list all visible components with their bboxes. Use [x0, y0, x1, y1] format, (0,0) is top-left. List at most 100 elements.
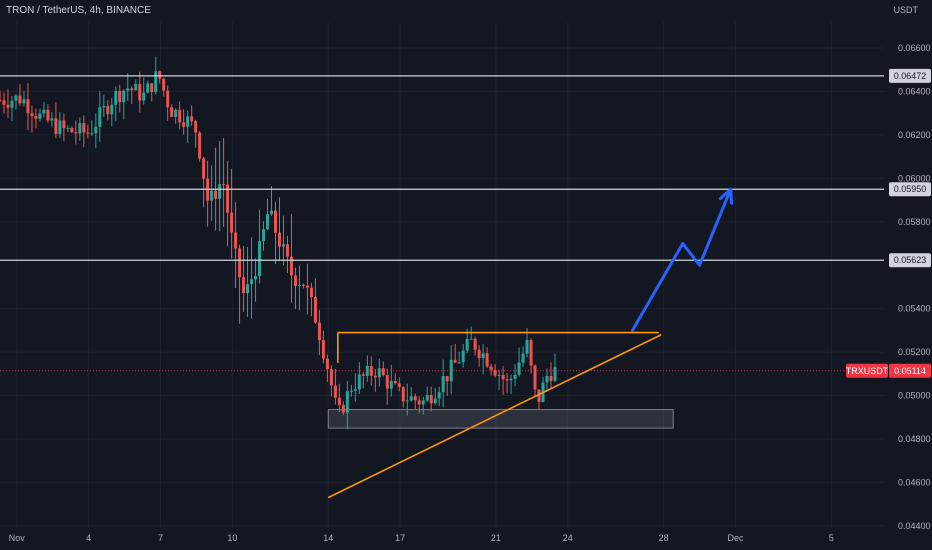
- candle-body: [445, 376, 449, 382]
- candle-body: [38, 113, 42, 119]
- candle-body: [190, 116, 194, 122]
- candle-body: [82, 123, 86, 133]
- current-price-label-bg: [889, 363, 931, 378]
- candle-body: [333, 385, 337, 398]
- candle-body: [2, 100, 6, 105]
- y-tick-label: 0.05000: [898, 391, 931, 401]
- candle-body: [150, 83, 154, 92]
- candle-body: [138, 83, 142, 101]
- candle-body: [126, 88, 130, 91]
- y-tick-label: 0.04400: [898, 521, 931, 531]
- candle-body: [90, 133, 94, 135]
- candle-body: [22, 99, 26, 104]
- candle-body: [369, 366, 373, 376]
- candle-body: [78, 123, 82, 134]
- price-labels: 0.06472 0.05950 0.05623 TRXUSDT 0.05114: [846, 68, 931, 378]
- candle-body: [301, 284, 305, 286]
- y-tick-label: 0.06000: [898, 173, 931, 183]
- candle-body: [230, 212, 234, 233]
- candle-body: [254, 276, 258, 280]
- candle-body: [433, 398, 437, 404]
- chart-title: TRON / TetherUS, 4h, BINANCE: [6, 5, 151, 16]
- projection-arrowhead: [718, 187, 734, 205]
- candle-body: [393, 381, 397, 384]
- candle-body: [513, 374, 517, 379]
- candle-body: [421, 400, 425, 405]
- candle-body: [529, 340, 533, 366]
- candle-body: [313, 296, 317, 323]
- level-label: 0.05623: [894, 255, 927, 265]
- candle-body: [277, 232, 281, 247]
- candle-body: [170, 107, 174, 117]
- candle-body: [401, 387, 405, 402]
- x-tick-label: 5: [829, 533, 834, 543]
- candle-body: [30, 113, 34, 117]
- x-tick-label: 21: [491, 533, 501, 543]
- candle-body: [545, 376, 549, 383]
- candle-body: [533, 365, 537, 390]
- candle-body: [174, 109, 178, 117]
- candle-body: [66, 127, 70, 129]
- candle-body: [74, 132, 78, 134]
- level-label: 0.05950: [894, 184, 927, 194]
- candle-body: [341, 404, 345, 413]
- candle-body: [202, 158, 206, 179]
- y-tick-label: 0.04800: [898, 434, 931, 444]
- candle-body: [525, 340, 529, 354]
- candle-body: [509, 378, 513, 381]
- y-tick-label: 0.05800: [898, 217, 931, 227]
- symbol-label: TRXUSDT: [846, 366, 889, 376]
- x-tick-label: 14: [323, 533, 333, 543]
- candle-body: [218, 184, 222, 199]
- candle-body: [293, 275, 297, 286]
- candle-body: [405, 400, 409, 402]
- grid: [0, 22, 884, 528]
- candle-body: [266, 214, 270, 230]
- candle-body: [110, 104, 114, 115]
- x-tick-label: 4: [86, 533, 91, 543]
- candle-body: [305, 285, 309, 288]
- candle-body: [449, 359, 453, 382]
- currency-label: USDT: [893, 5, 919, 15]
- candle-body: [325, 358, 329, 370]
- candle-body: [62, 120, 66, 129]
- candle-body: [14, 95, 18, 101]
- candle-body: [553, 366, 557, 381]
- candle-body: [98, 107, 102, 127]
- triangle-base-line: [327, 334, 662, 499]
- candle-body: [270, 210, 274, 215]
- candle-body: [505, 379, 509, 381]
- candle-body: [162, 78, 166, 91]
- candle-body: [413, 396, 417, 401]
- candle-body: [349, 390, 353, 392]
- x-tick-label: 28: [659, 533, 669, 543]
- candle-body: [281, 244, 285, 247]
- candle-body: [42, 109, 46, 114]
- candle-body: [158, 71, 162, 79]
- price-axis[interactable]: 0.06600 0.06400 0.06200 0.06000 0.05800 0.054…: [898, 43, 931, 531]
- current-price-label: 0.05114: [894, 366, 926, 376]
- candle-body: [321, 340, 325, 359]
- time-axis[interactable]: Nov 4 7 10 14 17 21 24 28 Dec 5: [9, 533, 834, 543]
- candle-body: [361, 374, 365, 376]
- candle-body: [182, 122, 186, 127]
- candle-body: [122, 90, 126, 103]
- projection-path: [630, 187, 733, 332]
- candle-body: [242, 277, 246, 294]
- projection-arrow: [630, 187, 734, 332]
- candle-body: [289, 256, 293, 276]
- candle-body: [50, 118, 54, 121]
- candle-body: [485, 353, 489, 367]
- candles: [0, 56, 557, 430]
- y-tick-label: 0.06200: [898, 130, 931, 140]
- candle-body: [26, 99, 30, 114]
- candle-body: [134, 83, 138, 91]
- y-tick-label: 0.05400: [898, 304, 931, 314]
- y-tick-label: 0.05200: [898, 347, 931, 357]
- candle-body: [226, 184, 230, 213]
- x-tick-label: 17: [395, 533, 405, 543]
- candle-body: [222, 184, 226, 186]
- candle-body: [54, 118, 58, 135]
- candle-body: [194, 121, 198, 133]
